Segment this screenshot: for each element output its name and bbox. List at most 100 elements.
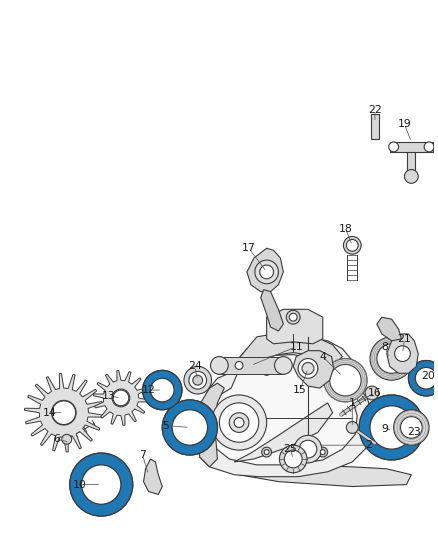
- Text: 4: 4: [319, 352, 326, 361]
- Circle shape: [359, 395, 424, 460]
- Circle shape: [81, 465, 121, 504]
- Polygon shape: [247, 248, 283, 292]
- Circle shape: [219, 403, 259, 442]
- Circle shape: [298, 359, 318, 378]
- Text: 16: 16: [368, 388, 382, 398]
- Bar: [371, 115, 379, 139]
- Text: 21: 21: [398, 334, 411, 344]
- Circle shape: [318, 366, 328, 375]
- Circle shape: [318, 447, 328, 457]
- Circle shape: [52, 400, 76, 425]
- Circle shape: [172, 410, 208, 445]
- Circle shape: [346, 239, 358, 251]
- Circle shape: [424, 142, 434, 152]
- Circle shape: [264, 368, 269, 373]
- Circle shape: [370, 406, 413, 449]
- Text: 23: 23: [407, 427, 421, 438]
- Circle shape: [193, 375, 203, 385]
- Polygon shape: [93, 370, 148, 425]
- Text: 8: 8: [381, 342, 388, 352]
- Circle shape: [346, 422, 358, 433]
- Circle shape: [143, 370, 182, 410]
- Circle shape: [234, 418, 244, 427]
- Circle shape: [302, 362, 314, 374]
- Circle shape: [255, 260, 279, 284]
- Polygon shape: [198, 337, 372, 477]
- Circle shape: [113, 390, 129, 406]
- Circle shape: [404, 169, 418, 183]
- Circle shape: [81, 465, 121, 504]
- Circle shape: [62, 434, 72, 444]
- Circle shape: [212, 395, 267, 450]
- Circle shape: [189, 372, 207, 389]
- Circle shape: [324, 359, 367, 402]
- Text: 2: 2: [366, 440, 372, 450]
- Polygon shape: [25, 374, 103, 452]
- Circle shape: [408, 360, 438, 396]
- Polygon shape: [234, 459, 411, 487]
- Text: 6: 6: [53, 434, 60, 445]
- Polygon shape: [237, 334, 343, 366]
- Polygon shape: [267, 309, 323, 344]
- Circle shape: [415, 367, 437, 389]
- Circle shape: [299, 440, 317, 458]
- Circle shape: [377, 344, 406, 373]
- Circle shape: [395, 346, 410, 361]
- Circle shape: [229, 413, 249, 432]
- Text: 13: 13: [102, 391, 116, 401]
- Circle shape: [172, 410, 208, 445]
- Text: 9: 9: [381, 424, 388, 434]
- Text: 24: 24: [188, 361, 201, 372]
- Circle shape: [408, 360, 438, 396]
- Circle shape: [70, 453, 133, 516]
- Text: 20: 20: [421, 372, 435, 381]
- Circle shape: [235, 361, 243, 369]
- Text: 25: 25: [283, 444, 297, 454]
- Polygon shape: [234, 403, 332, 462]
- Circle shape: [343, 237, 361, 254]
- Text: 11: 11: [289, 342, 303, 352]
- Bar: [219, 357, 283, 374]
- Circle shape: [151, 378, 174, 402]
- Circle shape: [112, 389, 130, 407]
- Text: 5: 5: [162, 421, 169, 431]
- Circle shape: [262, 447, 272, 457]
- Circle shape: [400, 417, 422, 438]
- Circle shape: [289, 313, 297, 321]
- Text: 1: 1: [349, 398, 356, 408]
- Text: 10: 10: [73, 480, 87, 490]
- Text: 17: 17: [242, 243, 256, 253]
- Circle shape: [151, 378, 174, 402]
- Circle shape: [359, 395, 424, 460]
- Circle shape: [260, 265, 273, 279]
- Text: 18: 18: [339, 224, 352, 233]
- Circle shape: [52, 401, 76, 424]
- Circle shape: [294, 435, 322, 463]
- Polygon shape: [293, 351, 334, 388]
- Text: 7: 7: [139, 450, 146, 460]
- Circle shape: [365, 386, 379, 400]
- Circle shape: [264, 450, 269, 455]
- Text: 15: 15: [293, 385, 307, 395]
- Text: 22: 22: [368, 106, 382, 116]
- Circle shape: [262, 366, 272, 375]
- Polygon shape: [387, 334, 418, 373]
- Circle shape: [286, 310, 300, 324]
- Bar: [407, 152, 415, 176]
- Circle shape: [370, 406, 413, 449]
- Circle shape: [284, 450, 302, 468]
- Text: 19: 19: [398, 119, 411, 129]
- Circle shape: [70, 453, 133, 516]
- Circle shape: [162, 400, 217, 455]
- Circle shape: [162, 400, 217, 455]
- Circle shape: [211, 357, 228, 374]
- Circle shape: [330, 365, 361, 396]
- Circle shape: [320, 450, 325, 455]
- Polygon shape: [377, 317, 402, 341]
- Circle shape: [389, 142, 399, 152]
- Circle shape: [415, 367, 437, 389]
- Circle shape: [394, 410, 429, 445]
- Bar: [390, 142, 433, 152]
- Circle shape: [184, 366, 212, 394]
- Polygon shape: [198, 383, 224, 467]
